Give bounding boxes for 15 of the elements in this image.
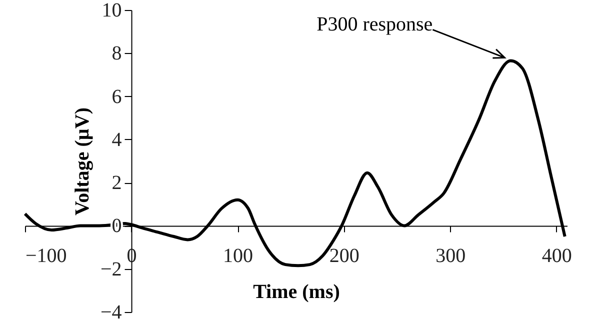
x-tick-label: 400 — [542, 245, 572, 268]
y-tick-label: 4 — [112, 128, 122, 151]
x-tick-label: 300 — [436, 245, 466, 268]
x-axis-title: Time (ms) — [253, 281, 340, 304]
annotation: P300 response — [316, 14, 433, 36]
y-tick-label: 2 — [112, 172, 122, 194]
x-tick-label: −100 — [26, 245, 67, 268]
x-tick-label: 200 — [329, 245, 360, 268]
y-axis-title: Voltage (µV) — [71, 108, 94, 216]
x-tick-label: 100 — [223, 245, 254, 268]
y-tick-label: −4 — [100, 302, 122, 324]
y-tick-label: 6 — [112, 86, 122, 108]
y-tick-label: 8 — [112, 42, 122, 65]
y-tick-label: 10 — [102, 0, 122, 22]
y-tick-label: −2 — [100, 258, 122, 280]
